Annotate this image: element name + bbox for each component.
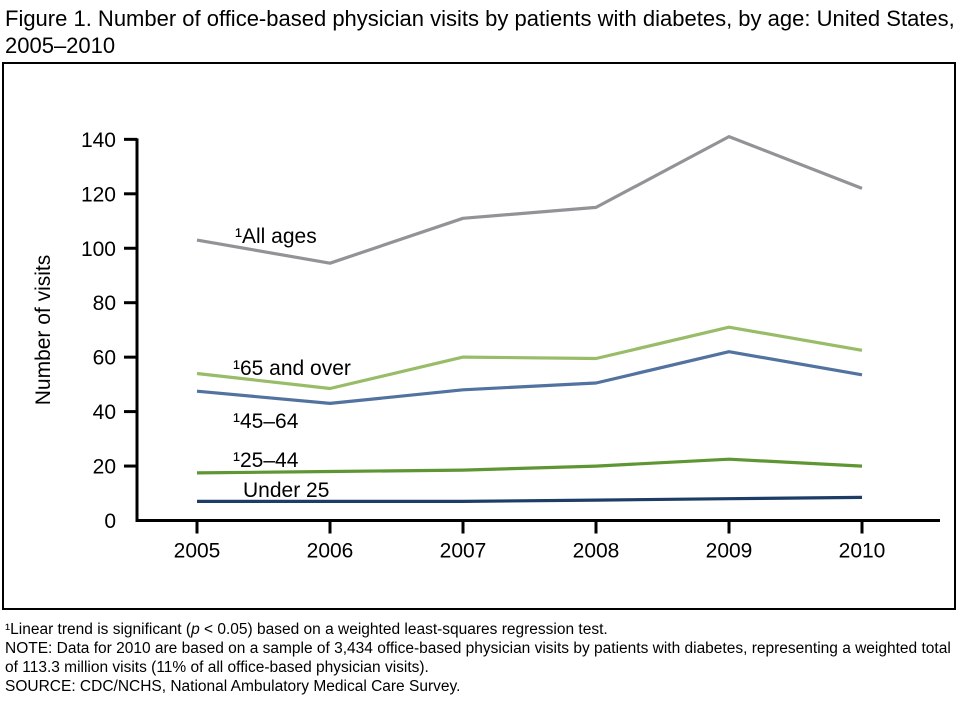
footnote-note: NOTE: Data for 2010 are based on a sampl…	[5, 640, 951, 676]
y-tick-label: 100	[81, 238, 116, 261]
y-tick-label: 140	[81, 129, 116, 152]
series-line-65-and-over	[196, 325, 863, 391]
footnote-source: SOURCE: CDC/NCHS, National Ambulatory Me…	[5, 678, 461, 695]
series-line-under-25	[197, 495, 863, 503]
y-tick-label: 120	[81, 183, 116, 206]
series-label-45-64: ¹45–64	[233, 410, 299, 433]
y-tick-label: 20	[93, 456, 116, 479]
y-tick-label: 60	[93, 347, 116, 370]
series-line-45-64	[196, 350, 863, 405]
footnotes: ¹Linear trend is significant (p < 0.05) …	[5, 620, 955, 696]
y-axis-title: Number of visits	[32, 255, 55, 406]
y-tick-label: 0	[104, 510, 116, 533]
series-label-25-44: ¹25–44	[233, 449, 299, 472]
x-tick-label: 2007	[440, 540, 487, 563]
y-tick-label: 80	[93, 292, 116, 315]
x-tick-label: 2010	[839, 540, 886, 563]
figure-title: Figure 1. Number of office-based physici…	[5, 6, 955, 58]
series-label-all-ages: ¹All ages	[235, 225, 317, 248]
line-chart: 0 20 40 60 80 100 120 140 2005 2006 2007 2008 2009 20…	[32, 129, 940, 563]
series-line-all-ages	[196, 134, 863, 265]
chart-frame: 0 20 40 60 80 100 120 140 2005 2006 2007 2008 2009 20…	[2, 62, 956, 610]
x-tick-label: 2008	[573, 540, 620, 563]
footnote-linear-trend: ¹Linear trend is significant (p < 0.05) …	[5, 621, 608, 638]
x-tick-label: 2009	[706, 540, 753, 563]
series-label-65-and-over: ¹65 and over	[233, 357, 351, 380]
x-tick-label: 2005	[174, 540, 221, 563]
y-tick-label: 40	[93, 401, 116, 424]
footnote-italic-p: p	[191, 621, 200, 638]
x-tick-label: 2006	[307, 540, 354, 563]
series-label-under-25: Under 25	[243, 479, 329, 502]
series-line-25-44	[196, 457, 863, 475]
